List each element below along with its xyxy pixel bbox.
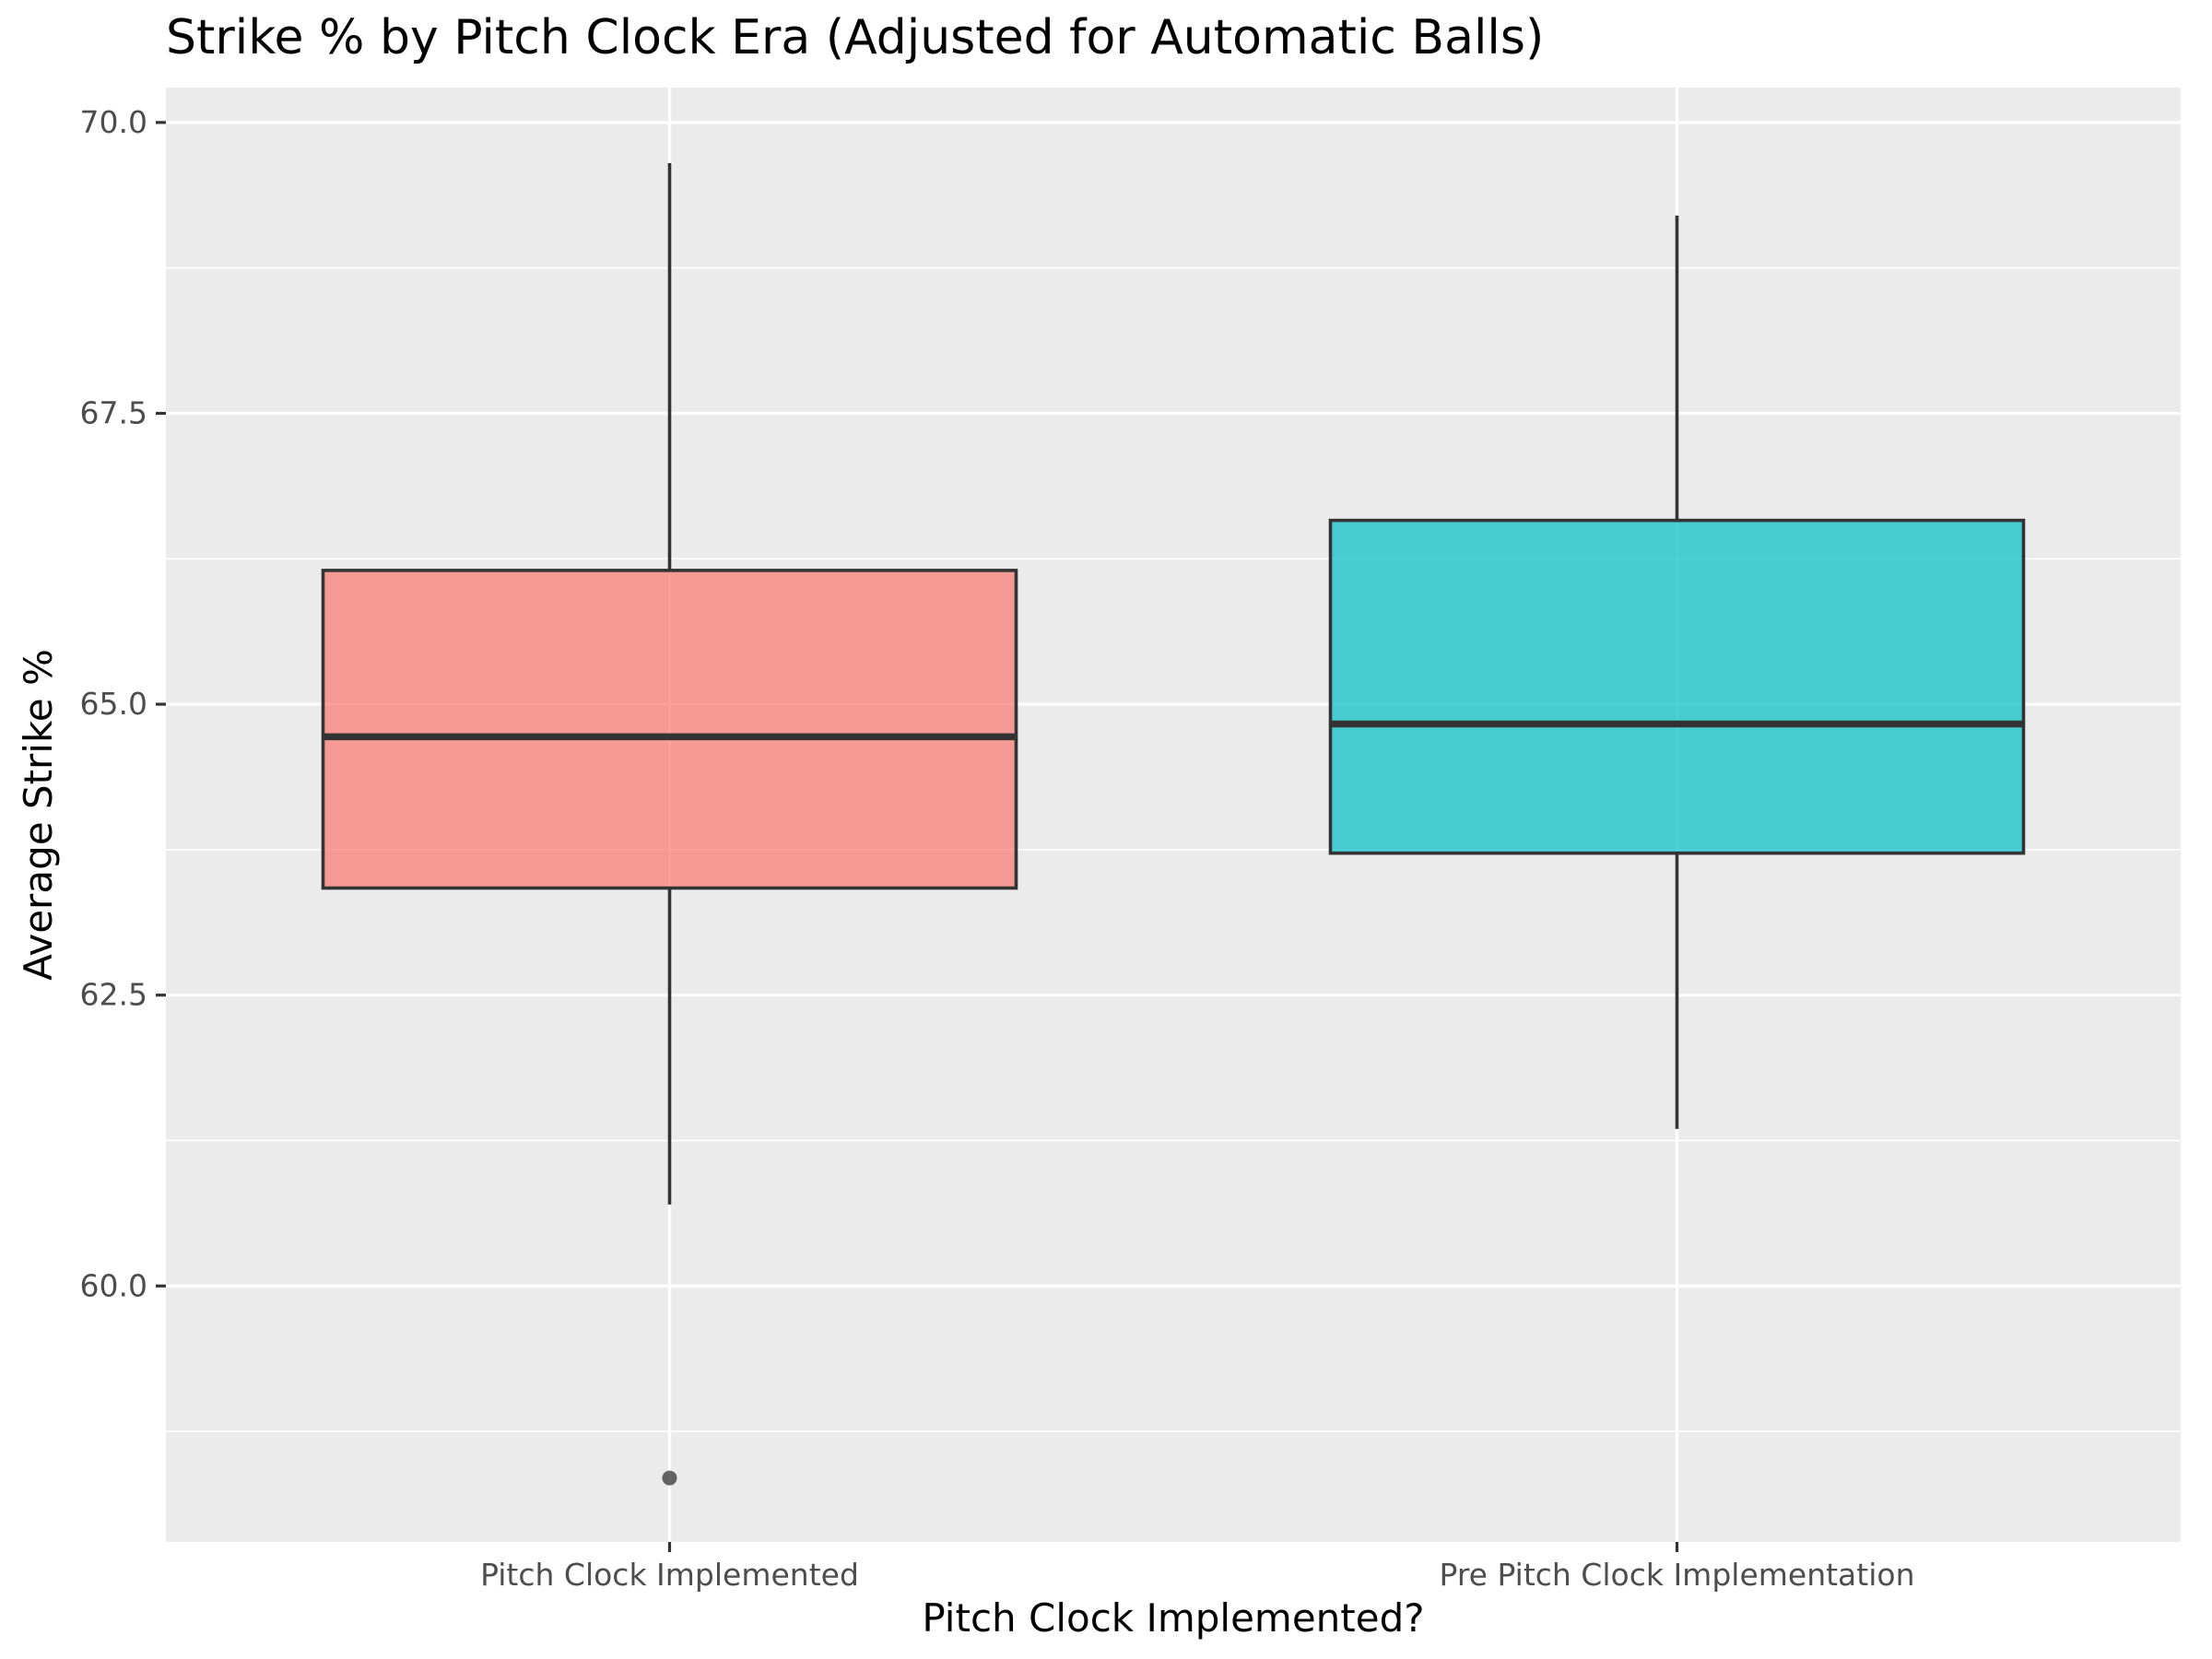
y-tick-label: 65.0 xyxy=(80,686,147,722)
iqr-box xyxy=(321,569,1018,890)
x-axis-title: Pitch Clock Implemented? xyxy=(922,1595,1424,1641)
x-axis: Pitch Clock Implemented Pre Pitch Clock I… xyxy=(480,1542,1914,1593)
y-tick-label: 60.0 xyxy=(80,1267,147,1303)
x-tick-label: Pre Pitch Clock Implementation xyxy=(1440,1557,1915,1593)
y-axis-title: Average Strike % xyxy=(16,649,61,981)
iqr-box xyxy=(1328,518,2026,855)
outlier-point xyxy=(662,1470,677,1486)
y-axis: 60.0 62.5 65.0 67.5 70.0 xyxy=(80,104,166,1303)
y-tick-label: 67.5 xyxy=(80,394,147,430)
box-layer xyxy=(321,163,2026,1486)
box-group xyxy=(321,163,1018,1486)
y-tick-label: 62.5 xyxy=(80,977,147,1013)
y-tick-label: 70.0 xyxy=(80,104,147,140)
box-group xyxy=(1328,215,2026,1129)
chart-title: Strike % by Pitch Clock Era (Adjusted fo… xyxy=(166,10,1544,65)
x-tick-label: Pitch Clock Implemented xyxy=(480,1557,859,1593)
